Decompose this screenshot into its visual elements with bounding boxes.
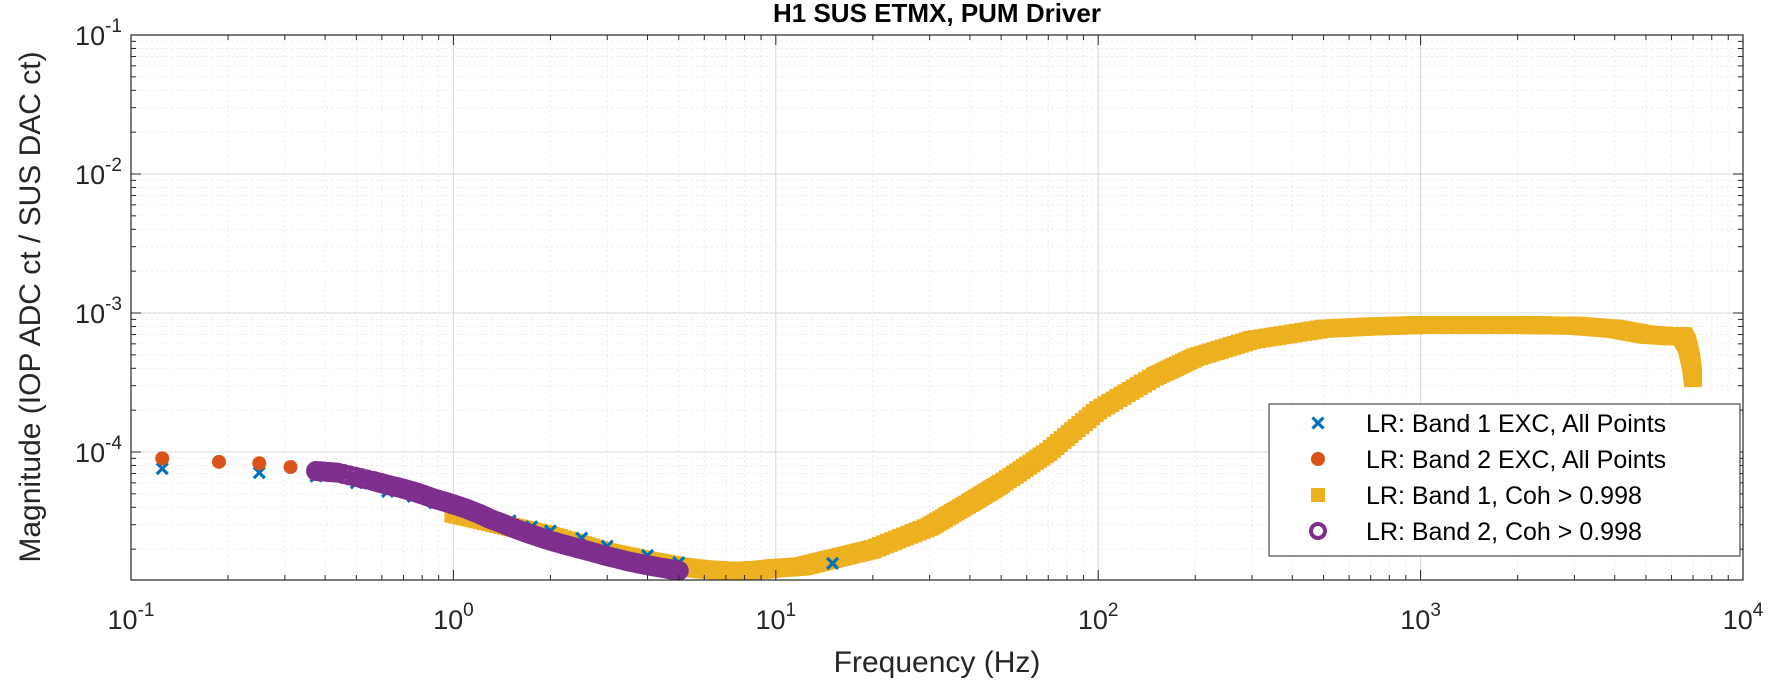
- legend-marker: [1311, 488, 1325, 502]
- series-4: [306, 461, 689, 581]
- legend-marker: [1311, 452, 1325, 466]
- x-tick-label: 100: [433, 600, 474, 635]
- tick-labels: 10-1 100 101 102 103 104 10-4 10-3 10-2 10-1: [75, 16, 1764, 635]
- x-tick-label: 104: [1723, 600, 1764, 635]
- x-tick-label: 103: [1400, 600, 1441, 635]
- legend-label: LR: Band 2 EXC, All Points: [1366, 446, 1666, 474]
- legend-entry: LR: Band 2, Coh > 0.998: [1309, 518, 1642, 546]
- y-tick-label: 10-2: [75, 155, 122, 190]
- data-point: [825, 556, 840, 571]
- legend: LR: Band 1 EXC, All Points LR: Band 2 EXC…: [1268, 403, 1741, 557]
- data-point: [283, 460, 298, 475]
- y-tick-label: 10-3: [75, 294, 122, 329]
- legend-label: LR: Band 1, Coh > 0.998: [1366, 482, 1642, 510]
- x-tick-label: 10-1: [108, 600, 155, 635]
- data-point: [1684, 369, 1703, 388]
- y-tick-label: 10-4: [75, 433, 122, 468]
- legend-label: LR: Band 1 EXC, All Points: [1366, 410, 1666, 438]
- data-point: [155, 461, 169, 476]
- data-series-layer: [155, 315, 1703, 581]
- x-tick-label: 101: [755, 600, 796, 635]
- x-tick-label: 102: [1078, 600, 1119, 635]
- legend-marker: [1309, 522, 1327, 540]
- legend-entry: LR: Band 1 EXC, All Points: [1311, 410, 1666, 438]
- data-point: [252, 456, 267, 471]
- data-point: [212, 454, 227, 469]
- legend-label: LR: Band 2, Coh > 0.998: [1366, 518, 1642, 546]
- chart-title: H1 SUS ETMX, PUM Driver: [773, 0, 1101, 28]
- y-tick-label: 10-1: [75, 16, 122, 51]
- x-axis-label: Frequency (Hz): [834, 646, 1041, 679]
- data-point: [155, 451, 170, 466]
- grid: [130, 35, 1743, 580]
- axes-box: [130, 34, 1744, 581]
- legend-marker: [1311, 416, 1325, 430]
- y-axis-label: Magnitude (IOP ADC ct / SUS DAC ct): [14, 51, 47, 562]
- legend-entry: LR: Band 2 EXC, All Points: [1311, 446, 1666, 474]
- legend-entry: LR: Band 1, Coh > 0.998: [1311, 482, 1642, 510]
- legend-box: [1268, 403, 1741, 557]
